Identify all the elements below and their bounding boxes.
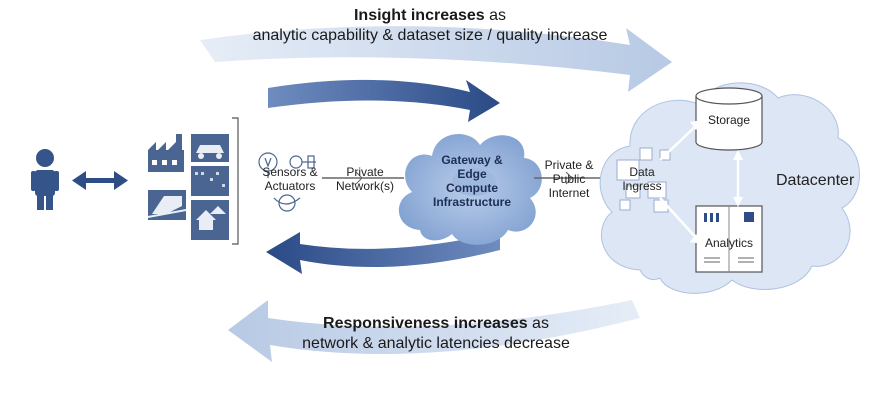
factory-icon [148, 134, 184, 172]
internet-link [534, 171, 606, 185]
gateway-label-line1: Gateway & [441, 153, 503, 167]
top-headline-rest: as [484, 7, 507, 24]
gateway-label-line2: Edge [457, 167, 487, 181]
train-icon [147, 190, 187, 220]
top-outer-arrow [200, 26, 672, 92]
gateway-cloud [398, 134, 542, 245]
private-network-label-line1: Private [346, 165, 384, 179]
top-inner-arrow [268, 79, 500, 122]
sensors-label: Sensors & Actuators [252, 165, 328, 193]
gateway-label-line3: Compute [446, 181, 498, 195]
bottom-headline: Responsiveness increases as network & an… [236, 314, 636, 354]
data-ingress-label: Data Ingress [614, 165, 670, 193]
datacenter-links [659, 123, 740, 241]
internet-label: Private & Public Internet [534, 158, 604, 200]
sensors-label-line1: Sensors & [262, 165, 318, 179]
storage-label: Storage [707, 113, 751, 127]
top-headline-bold: Insight increases [353, 7, 485, 24]
sensors-actuators-icon [258, 152, 316, 212]
private-network-link [322, 171, 404, 185]
sensors-label-line2: Actuators [264, 179, 316, 193]
bottom-outer-arrow [228, 300, 640, 362]
house-icon [191, 200, 229, 240]
things-icons [147, 117, 239, 245]
bottom-headline-rest: as [527, 315, 549, 332]
analytics-icon [695, 205, 763, 273]
bottom-headline-bold: Responsiveness increases [323, 315, 528, 332]
top-headline-line2: analytic capability & dataset size / qua… [252, 27, 608, 44]
datacenter-label: Datacenter [776, 172, 855, 189]
gateway-label: Gateway & Edge Compute Infrastructure [420, 153, 524, 209]
private-network-label: Private Network(s) [328, 165, 402, 193]
data-ingress-label-line1: Data [629, 165, 655, 179]
two-way-arrow-icon [72, 171, 128, 190]
top-headline: Insight increases as analytic capability… [230, 6, 630, 46]
internet-label-line1: Private & [544, 158, 594, 172]
private-network-label-line2: Network(s) [335, 179, 394, 193]
internet-label-line2: Public [552, 172, 586, 186]
city-icon [191, 166, 229, 196]
storage-icon [695, 87, 763, 151]
analytics-label: Analytics [704, 236, 754, 250]
bottom-headline-line2: network & analytic latencies decrease [302, 335, 570, 352]
internet-label-line3: Internet [548, 186, 590, 200]
datacenter-cloud [599, 82, 860, 294]
gateway-label-line4: Infrastructure [432, 195, 512, 209]
car-icon [191, 134, 229, 162]
datacenter-arrowheads [690, 120, 743, 244]
person-icon [31, 149, 59, 210]
bottom-inner-arrow [266, 232, 500, 274]
data-ingress-label-line2: Ingress [622, 179, 662, 193]
